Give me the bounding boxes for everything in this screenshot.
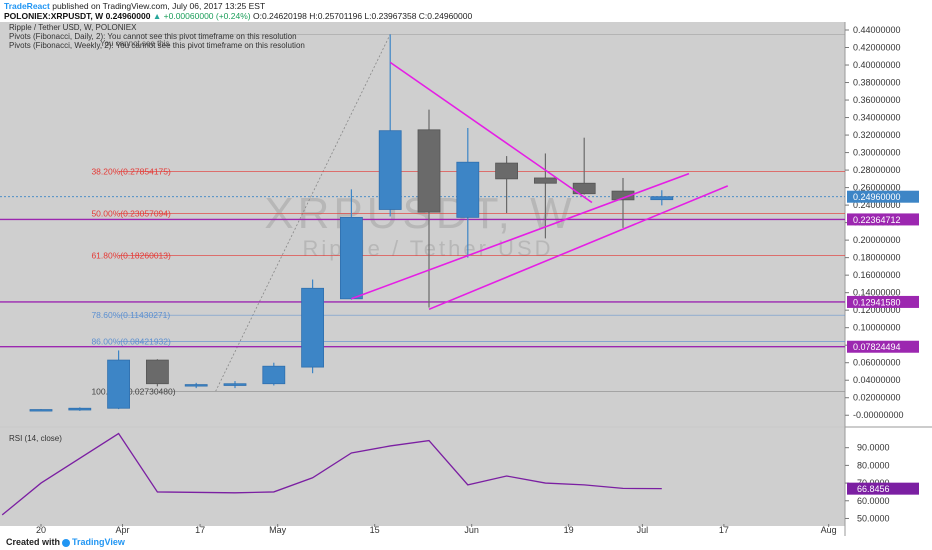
price-tick-label: 0.38000000 [853,78,901,88]
price-tick-label: 0.02000000 [853,393,901,403]
time-tick-label: 19 [564,525,574,535]
candle-body [378,130,402,210]
rsi-tick-label: 60.0000 [857,496,890,506]
series-title: Ripple / Tether USD, W, POLONIEX [9,23,137,32]
time-tick-label: 17 [195,525,205,535]
price-tick-label: -0.00000000 [853,410,904,420]
candle-body [262,365,286,385]
rsi-title: RSI (14, close) [9,434,62,443]
rsi-tick-label: 80.0000 [857,460,890,470]
candle-body [223,383,247,386]
candle-body [650,196,674,201]
footer: Created with TradingView [0,536,932,550]
trendline [351,172,690,300]
price-tick-label: 0.04000000 [853,375,901,385]
price-tick-label: 0.28000000 [853,165,901,175]
price-tick-label: 0.06000000 [853,358,901,368]
candle-body [68,407,92,411]
ohlc-low: L:0.23967358 [364,11,417,21]
published-text: published on TradingView.com, July 06, 2… [52,1,266,11]
price-tick-label: 0.34000000 [853,113,901,123]
candle-body [456,161,480,218]
candle-body [417,129,441,213]
time-tick-label: Aug [821,525,837,535]
pivot-weekly-text: Pivots (Fibonacci, Weekly, 2): You canno… [9,41,305,50]
author-name[interactable]: TradeReact [4,1,50,11]
candle-body [339,216,363,300]
price-pane-bg [0,22,845,426]
time-tick-label: 20 [36,525,46,535]
price-tick-label: 0.26000000 [853,183,901,193]
ohlc-open: O:0.24620198 [253,11,307,21]
tradingview-logo-icon [62,539,70,547]
price-tick-label: 0.40000000 [853,60,901,70]
ohlc-header: POLONIEX:XRPUSDT, W 0.24960000 ▲ +0.0006… [4,11,472,21]
time-tick-label: Jul [637,525,649,535]
time-tick-label: 15 [370,525,380,535]
price-tick-label: 0.20000000 [853,235,901,245]
ohlc-close: C:0.24960000 [418,11,473,21]
publish-header: TradeReact published on TradingView.com,… [4,1,265,11]
rsi-line [1,432,662,516]
change-up-icon: ▲ [152,11,162,21]
support-price-label: 0.22364712 [853,215,901,225]
candle-body [611,190,635,201]
price-tick-label: 0.14000000 [853,288,901,298]
price-tick-label: 0.30000000 [853,148,901,158]
price-tick-label: 0.18000000 [853,253,901,263]
trendline [428,185,729,311]
candle-body [107,359,130,409]
support-price-label: 0.12941580 [853,297,901,307]
time-tick-label: 17 [719,525,729,535]
candle-body [495,162,519,180]
time-tick-label: May [269,525,287,535]
pivot-daily-text: Pivots (Fibonacci, Daily, 2): You cannot… [9,32,297,41]
price-tick-label: 0.16000000 [853,270,901,280]
price-change: +0.00060000 (+0.24%) [163,11,251,21]
ohlc-high: H:0.25701196 [309,11,363,21]
rsi-value-label: 66.8456 [857,484,890,494]
created-with-label: Created with [6,537,61,547]
price-tick-label: 0.10000000 [853,323,901,333]
current-price-tag [847,190,919,203]
price-tick-label: 0.12000000 [853,305,901,315]
support-price-label: 0.07824494 [853,342,901,352]
fib-level-label: 78.60%(0.11430271) [91,310,170,320]
candle-body [145,359,169,385]
rsi-tick-label: 50.0000 [857,513,890,523]
time-tick-label: Apr [115,525,129,535]
pivot-overlap-text: You cannot see this [100,39,170,48]
fib-level-label: 61.80%(0.18260013) [91,250,171,260]
fib-level-label: 38.20%(0.27854175) [91,166,171,176]
support-price-tag [847,340,919,353]
fib-level-label: 100.00%(0.02730480) [91,386,175,396]
symbol-label: POLONIEX:XRPUSDT, W [4,11,104,21]
rsi-tick-label: 90.0000 [857,443,890,453]
fib-level-label: 50.00%(0.23057094) [91,208,171,218]
price-tick-label: 0.24000000 [853,200,901,210]
price-tick-label: 0.32000000 [853,130,901,140]
price-tick-label: 0.36000000 [853,95,901,105]
rsi-value-tag [847,482,919,495]
candle-body [301,287,325,368]
candle-body [572,182,596,195]
price-tick-label: 0.44000000 [853,25,901,35]
time-tick-label: Jun [464,525,479,535]
candle-body [534,177,557,184]
price-tick-label: 0.42000000 [853,43,901,53]
trendline [389,61,593,204]
fib-level-label: 86.00%(0.08421932) [91,337,171,347]
support-price-tag [847,213,919,226]
rsi-pane-bg [0,428,845,526]
last-price: 0.24960000 [105,11,151,21]
candle-body [29,409,53,412]
current-price-label: 0.24960000 [853,192,901,202]
candle-body [184,384,208,387]
support-price-tag [847,295,919,308]
tradingview-brand[interactable]: TradingView [72,537,125,547]
